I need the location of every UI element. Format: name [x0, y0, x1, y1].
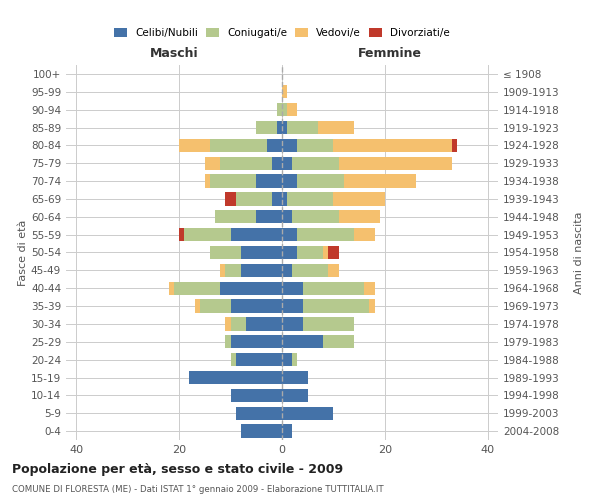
Bar: [282, 406, 334, 420]
Text: Femmine: Femmine: [358, 46, 422, 60]
Bar: [282, 424, 292, 438]
Bar: [282, 264, 292, 277]
Bar: [256, 174, 282, 188]
Bar: [210, 174, 256, 188]
Bar: [364, 282, 374, 295]
Bar: [318, 121, 354, 134]
Bar: [292, 156, 338, 170]
Bar: [298, 228, 354, 241]
Bar: [282, 85, 287, 98]
Bar: [323, 246, 328, 259]
Bar: [230, 300, 282, 313]
Bar: [370, 300, 374, 313]
Bar: [220, 282, 282, 295]
Bar: [334, 138, 452, 152]
Bar: [298, 174, 344, 188]
Bar: [282, 388, 308, 402]
Bar: [169, 282, 174, 295]
Bar: [282, 317, 302, 330]
Bar: [220, 264, 226, 277]
Bar: [282, 282, 302, 295]
Y-axis label: Fasce di età: Fasce di età: [18, 220, 28, 286]
Bar: [256, 210, 282, 224]
Bar: [298, 246, 323, 259]
Bar: [302, 300, 370, 313]
Bar: [302, 282, 364, 295]
Bar: [210, 138, 266, 152]
Bar: [282, 210, 292, 224]
Bar: [230, 388, 282, 402]
Bar: [241, 246, 282, 259]
Bar: [452, 138, 457, 152]
Bar: [200, 300, 230, 313]
Bar: [282, 371, 308, 384]
Bar: [282, 121, 287, 134]
Bar: [210, 246, 241, 259]
Bar: [179, 228, 184, 241]
Bar: [174, 282, 220, 295]
Bar: [215, 210, 256, 224]
Bar: [282, 156, 292, 170]
Bar: [287, 192, 334, 205]
Bar: [287, 103, 298, 117]
Bar: [323, 335, 354, 348]
Bar: [338, 210, 380, 224]
Bar: [302, 317, 354, 330]
Bar: [246, 317, 282, 330]
Bar: [282, 228, 298, 241]
Bar: [354, 228, 374, 241]
Bar: [292, 264, 328, 277]
Bar: [226, 335, 230, 348]
Legend: Celibi/Nubili, Coniugati/e, Vedovi/e, Divorziati/e: Celibi/Nubili, Coniugati/e, Vedovi/e, Di…: [111, 25, 453, 42]
Bar: [298, 138, 334, 152]
Bar: [236, 192, 272, 205]
Bar: [205, 174, 210, 188]
Bar: [282, 174, 298, 188]
Bar: [272, 156, 282, 170]
Bar: [272, 192, 282, 205]
Text: Maschi: Maschi: [149, 46, 199, 60]
Bar: [194, 300, 200, 313]
Bar: [266, 138, 282, 152]
Bar: [287, 121, 318, 134]
Bar: [230, 335, 282, 348]
Bar: [282, 192, 287, 205]
Bar: [241, 264, 282, 277]
Bar: [344, 174, 416, 188]
Bar: [226, 192, 236, 205]
Y-axis label: Anni di nascita: Anni di nascita: [574, 211, 583, 294]
Bar: [236, 353, 282, 366]
Bar: [292, 210, 338, 224]
Bar: [328, 246, 338, 259]
Bar: [277, 103, 282, 117]
Bar: [230, 317, 246, 330]
Bar: [179, 138, 210, 152]
Bar: [184, 228, 230, 241]
Bar: [241, 424, 282, 438]
Bar: [190, 371, 282, 384]
Bar: [282, 300, 302, 313]
Bar: [226, 317, 230, 330]
Bar: [338, 156, 452, 170]
Bar: [282, 335, 323, 348]
Bar: [236, 406, 282, 420]
Bar: [282, 138, 298, 152]
Bar: [334, 192, 385, 205]
Bar: [230, 353, 236, 366]
Bar: [230, 228, 282, 241]
Bar: [256, 121, 277, 134]
Bar: [220, 156, 272, 170]
Bar: [277, 121, 282, 134]
Bar: [226, 264, 241, 277]
Text: COMUNE DI FLORESTA (ME) - Dati ISTAT 1° gennaio 2009 - Elaborazione TUTTITALIA.I: COMUNE DI FLORESTA (ME) - Dati ISTAT 1° …: [12, 485, 383, 494]
Bar: [205, 156, 220, 170]
Bar: [282, 246, 298, 259]
Bar: [282, 103, 287, 117]
Text: Popolazione per età, sesso e stato civile - 2009: Popolazione per età, sesso e stato civil…: [12, 462, 343, 475]
Bar: [328, 264, 338, 277]
Bar: [282, 353, 292, 366]
Bar: [292, 353, 298, 366]
